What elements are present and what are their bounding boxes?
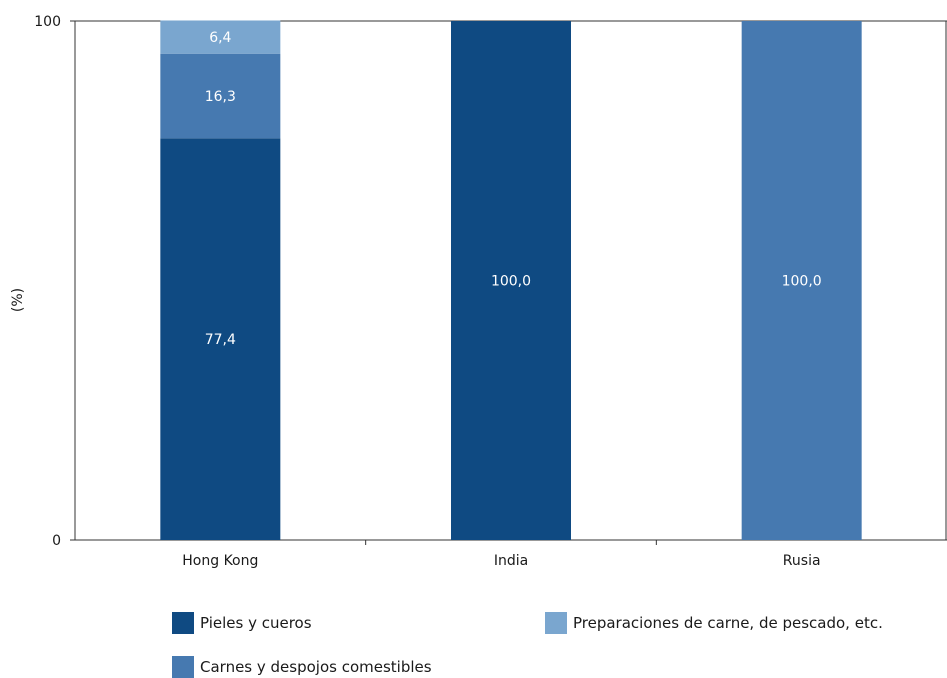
data-label: 77,4	[205, 332, 236, 348]
x-tick-label: Hong Kong	[182, 553, 258, 569]
y-tick-label: 100	[34, 14, 61, 30]
data-label: 6,4	[209, 30, 231, 46]
data-label: 100,0	[491, 274, 531, 290]
bars: 77,4 16,3 6,4 100,0 100,0	[160, 20, 862, 540]
bar-segment	[160, 138, 281, 540]
bar-segment	[160, 20, 281, 54]
y-axis-label: (%)	[10, 288, 26, 312]
data-label: 16,3	[205, 89, 236, 105]
x-tick-label: India	[494, 553, 528, 569]
bar-segment	[160, 53, 281, 139]
x-tick-label: Rusia	[783, 553, 821, 569]
bar-segment	[741, 21, 862, 540]
data-label: 100,0	[782, 274, 822, 290]
bar-segment	[451, 21, 571, 540]
y-tick-label: 0	[52, 533, 61, 549]
